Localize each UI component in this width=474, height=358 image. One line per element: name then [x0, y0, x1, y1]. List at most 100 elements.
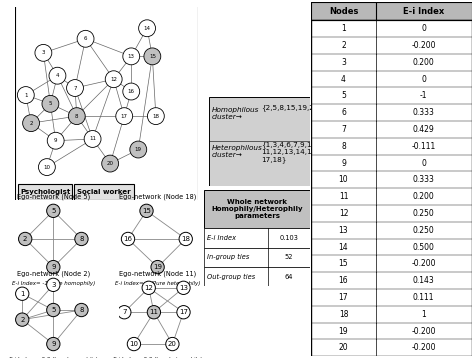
- Text: 13: 13: [179, 285, 188, 291]
- Text: 10: 10: [129, 341, 138, 347]
- Text: 16: 16: [124, 236, 133, 242]
- Text: Psychologist: Psychologist: [20, 189, 70, 195]
- Text: 20: 20: [107, 161, 114, 166]
- Circle shape: [140, 204, 153, 218]
- Text: 2: 2: [29, 121, 33, 126]
- Text: 8: 8: [341, 142, 346, 151]
- Text: Homophilous
cluster→: Homophilous cluster→: [211, 107, 259, 120]
- Circle shape: [102, 155, 118, 172]
- Circle shape: [142, 281, 155, 295]
- Text: 0.429: 0.429: [413, 125, 435, 134]
- Text: Out-group ties: Out-group ties: [207, 274, 255, 280]
- Text: 1: 1: [341, 24, 346, 33]
- Title: Ego-network (Node 5): Ego-network (Node 5): [17, 193, 90, 200]
- Text: 64: 64: [285, 274, 293, 280]
- Text: 0: 0: [421, 74, 426, 83]
- Text: 5: 5: [341, 91, 346, 100]
- Text: 4: 4: [55, 73, 59, 78]
- Text: 0.500: 0.500: [413, 242, 435, 252]
- Text: In-group ties: In-group ties: [207, 254, 249, 261]
- Text: Heterophilous
cluster→: Heterophilous cluster→: [211, 145, 263, 158]
- Text: Whole network
Homophily/Heterophily
parameters: Whole network Homophily/Heterophily para…: [211, 199, 303, 219]
- Text: 13: 13: [338, 226, 348, 235]
- Text: 17: 17: [121, 113, 128, 118]
- Text: 0: 0: [421, 159, 426, 168]
- Text: 1: 1: [24, 92, 27, 97]
- Circle shape: [23, 115, 39, 132]
- Circle shape: [166, 337, 179, 351]
- Text: 17: 17: [338, 293, 348, 302]
- Circle shape: [144, 48, 161, 65]
- Text: 11: 11: [89, 136, 96, 141]
- Text: 11: 11: [149, 309, 158, 315]
- Text: 3: 3: [42, 50, 45, 55]
- Circle shape: [77, 30, 94, 47]
- Text: 8: 8: [75, 113, 79, 118]
- Text: 3: 3: [341, 58, 346, 67]
- Text: 0.103: 0.103: [280, 235, 299, 241]
- Text: {2,5,8,15,19,20}: {2,5,8,15,19,20}: [262, 104, 324, 111]
- Text: 0.250: 0.250: [413, 209, 435, 218]
- Text: 12: 12: [144, 285, 153, 291]
- Text: 14: 14: [144, 26, 151, 31]
- Text: 4: 4: [341, 74, 346, 83]
- Text: 2: 2: [341, 41, 346, 50]
- Circle shape: [16, 287, 29, 300]
- Text: 6: 6: [341, 108, 346, 117]
- Text: 0: 0: [421, 24, 426, 33]
- Circle shape: [147, 306, 161, 319]
- Text: 0.200: 0.200: [413, 192, 435, 201]
- Text: 16: 16: [128, 89, 135, 94]
- Text: 13: 13: [128, 54, 135, 59]
- Circle shape: [105, 71, 122, 88]
- Text: 15: 15: [338, 259, 348, 268]
- Text: 7: 7: [122, 309, 127, 315]
- Text: Social worker: Social worker: [77, 189, 131, 195]
- Text: 6: 6: [84, 36, 87, 41]
- Circle shape: [84, 131, 101, 147]
- Circle shape: [42, 95, 59, 112]
- Text: 15: 15: [142, 208, 151, 214]
- Circle shape: [147, 108, 164, 125]
- Text: 10: 10: [44, 165, 50, 170]
- Text: 15: 15: [149, 54, 156, 59]
- Text: Nodes: Nodes: [329, 6, 358, 15]
- Text: 18: 18: [181, 236, 190, 242]
- Circle shape: [46, 278, 60, 291]
- Text: 2: 2: [23, 236, 27, 242]
- Circle shape: [123, 48, 140, 65]
- Text: -0.200: -0.200: [411, 259, 436, 268]
- Text: 5: 5: [51, 307, 55, 313]
- Circle shape: [38, 159, 55, 175]
- Text: 3: 3: [51, 282, 55, 288]
- Text: -0.200: -0.200: [411, 343, 436, 352]
- Text: 7: 7: [73, 86, 77, 91]
- Bar: [204, 190, 310, 228]
- Text: 14: 14: [338, 242, 348, 252]
- Title: Ego-network (Node 11): Ego-network (Node 11): [119, 270, 196, 277]
- Circle shape: [179, 232, 192, 246]
- Text: 0.333: 0.333: [413, 175, 435, 184]
- Text: 9: 9: [51, 341, 55, 347]
- Circle shape: [18, 87, 34, 103]
- Text: 9: 9: [54, 138, 57, 143]
- Text: 0.143: 0.143: [413, 276, 435, 285]
- Text: 16: 16: [338, 276, 348, 285]
- Text: -1: -1: [420, 91, 428, 100]
- Text: E-i Index: E-i Index: [207, 235, 236, 241]
- Text: 11: 11: [339, 192, 348, 201]
- Text: 12: 12: [339, 209, 348, 218]
- Text: 8: 8: [79, 236, 84, 242]
- Circle shape: [16, 313, 29, 326]
- Circle shape: [121, 232, 135, 246]
- FancyBboxPatch shape: [74, 184, 134, 200]
- Text: 7: 7: [341, 125, 346, 134]
- Text: -0.200: -0.200: [411, 41, 436, 50]
- Text: 9: 9: [51, 264, 55, 270]
- Text: 0.250: 0.250: [413, 226, 435, 235]
- Bar: [311, 2, 472, 20]
- Text: 1: 1: [20, 291, 25, 297]
- Circle shape: [66, 79, 83, 96]
- Text: 1: 1: [421, 310, 426, 319]
- Text: 0.333: 0.333: [413, 108, 435, 117]
